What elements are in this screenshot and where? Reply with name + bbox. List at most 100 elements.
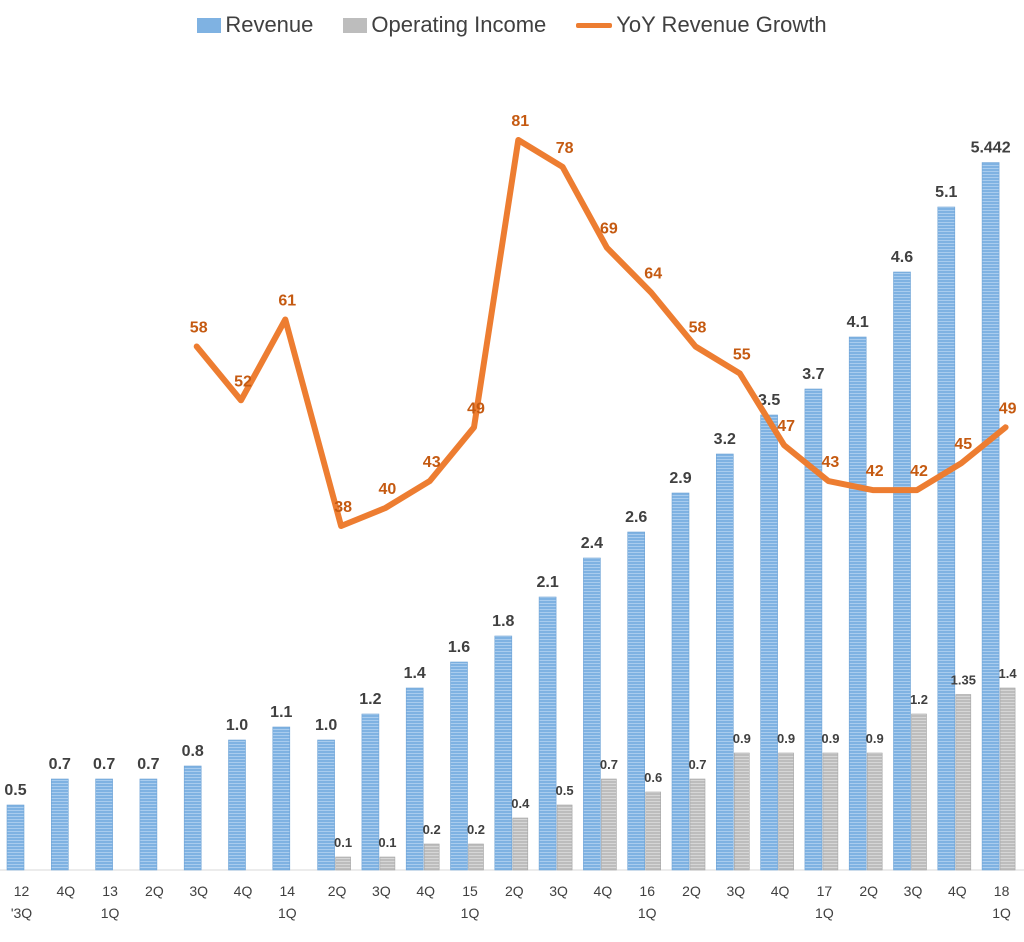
x-tick-label-19: 2Q: [859, 883, 878, 899]
legend: Revenue Operating Income YoY Revenue Gro…: [0, 12, 1024, 38]
yoy-growth-value-label-4: 58: [190, 319, 208, 336]
operating-income-bar-8: [379, 856, 396, 871]
revenue-value-label-4: 0.8: [182, 743, 204, 760]
revenue-value-label-10: 1.6: [448, 639, 470, 656]
revenue-bar-7: [317, 739, 335, 871]
x-tick-label-17: 4Q: [771, 883, 790, 899]
revenue-value-label-15: 2.9: [669, 470, 691, 487]
x-tick-sublabel-10: 1Q: [461, 905, 480, 921]
x-tick-label-1: 4Q: [56, 883, 75, 899]
operating-income-value-label-7: 0.1: [334, 835, 352, 850]
revenue-value-label-3: 0.7: [137, 756, 159, 773]
revenue-value-label-19: 4.1: [847, 314, 869, 331]
x-tick-label-3: 2Q: [145, 883, 164, 899]
x-tick-label-12: 3Q: [549, 883, 568, 899]
yoy-growth-point-15: [694, 345, 697, 348]
legend-swatch-yoy-growth: [576, 22, 613, 28]
revenue-bar-14: [627, 531, 646, 871]
yoy-growth-value-label-17: 47: [777, 418, 795, 435]
revenue-value-label-22: 5.442: [971, 140, 1011, 157]
operating-income-value-label-20: 1.2: [910, 692, 928, 707]
revenue-bar-8: [361, 713, 380, 871]
x-tick-label-0: 12: [14, 883, 30, 899]
x-tick-label-14: 16: [639, 883, 655, 899]
revenue-bar-10: [450, 661, 468, 871]
revenue-value-label-13: 2.4: [581, 535, 603, 552]
revenue-bar-6: [272, 726, 291, 871]
yoy-growth-value-label-22: 49: [999, 400, 1017, 417]
revenue-value-label-5: 1.0: [226, 717, 248, 734]
revenue-value-label-1: 0.7: [49, 756, 71, 773]
operating-income-bar-11: [512, 817, 529, 871]
yoy-growth-value-label-12: 78: [556, 140, 574, 157]
revenue-value-label-11: 1.8: [492, 613, 514, 630]
revenue-value-label-12: 2.1: [536, 574, 558, 591]
yoy-growth-point-9: [428, 480, 431, 483]
x-tick-label-22: 18: [994, 883, 1010, 899]
operating-income-value-label-21: 1.35: [951, 673, 976, 688]
x-tick-sublabel-6: 1Q: [278, 905, 297, 921]
x-tick-label-21: 4Q: [948, 883, 967, 899]
operating-income-bar-7: [335, 856, 351, 871]
revenue-bar-16: [715, 453, 734, 871]
operating-income-bar-20: [911, 713, 927, 871]
legend-label-operating-income: Operating Income: [371, 12, 547, 37]
yoy-growth-point-6: [284, 318, 287, 321]
yoy-growth-point-14: [650, 291, 653, 294]
legend-swatch-revenue: [197, 17, 222, 33]
operating-income-bar-21: [955, 694, 972, 871]
yoy-growth-value-label-15: 58: [689, 319, 707, 336]
yoy-growth-value-label-6: 61: [278, 293, 296, 310]
yoy-growth-point-21: [960, 462, 963, 465]
revenue-bar-1: [50, 778, 69, 871]
legend-item-yoy-growth: YoY Revenue Growth: [576, 12, 827, 38]
revenue-value-label-6: 1.1: [270, 704, 292, 721]
x-tick-sublabel-2: 1Q: [101, 905, 120, 921]
yoy-growth-value-label-19: 42: [866, 463, 884, 480]
operating-income-value-label-15: 0.7: [688, 757, 706, 772]
x-tick-sublabel-18: 1Q: [815, 905, 834, 921]
legend-swatch-operating-income: [343, 17, 368, 33]
yoy-growth-point-20: [916, 489, 918, 492]
revenue-bar-13: [583, 557, 601, 871]
revenue-bar-0: [6, 804, 25, 871]
operating-income-bar-19: [866, 752, 883, 871]
operating-income-value-label-16: 0.9: [733, 731, 751, 746]
operating-income-value-label-22: 1.4: [999, 666, 1018, 681]
revenue-bar-18: [804, 388, 823, 871]
operating-income-bar-16: [733, 752, 750, 871]
revenue-value-label-17: 3.5: [758, 392, 780, 409]
yoy-growth-point-4: [195, 345, 198, 348]
operating-income-bar-18: [822, 752, 839, 871]
revenue-value-label-7: 1.0: [315, 717, 337, 734]
x-tick-label-4: 3Q: [189, 883, 208, 899]
revenue-bar-19: [848, 336, 867, 871]
yoy-growth-value-label-7: 38: [334, 499, 352, 516]
yoy-growth-point-16: [738, 372, 741, 375]
revenue-bar-22: [981, 162, 1000, 871]
revenue-value-label-20: 4.6: [891, 249, 913, 266]
revenue-bar-3: [139, 778, 158, 871]
yoy-growth-point-10: [473, 426, 475, 429]
operating-income-bar-9: [423, 843, 440, 871]
operating-income-value-label-14: 0.6: [644, 770, 662, 785]
yoy-growth-value-label-13: 69: [600, 221, 618, 238]
revenue-bar-2: [95, 778, 113, 871]
operating-income-bar-10: [468, 843, 484, 871]
operating-income-value-label-11: 0.4: [511, 796, 530, 811]
yoy-growth-point-18: [827, 480, 830, 483]
revenue-value-label-16: 3.2: [714, 431, 736, 448]
legend-item-operating-income: Operating Income: [343, 12, 546, 38]
yoy-growth-value-label-18: 43: [822, 454, 840, 471]
operating-income-bar-17: [778, 752, 794, 871]
legend-label-yoy-growth: YoY Revenue Growth: [616, 12, 827, 37]
revenue-bar-9: [405, 687, 424, 871]
yoy-growth-value-label-10: 49: [467, 400, 485, 417]
x-tick-label-18: 17: [817, 883, 833, 899]
yoy-growth-line: [193, 137, 1009, 529]
revenue-bar-15: [671, 492, 690, 871]
operating-income-value-label-9: 0.2: [423, 822, 441, 837]
revenue-value-label-0: 0.5: [4, 782, 26, 799]
